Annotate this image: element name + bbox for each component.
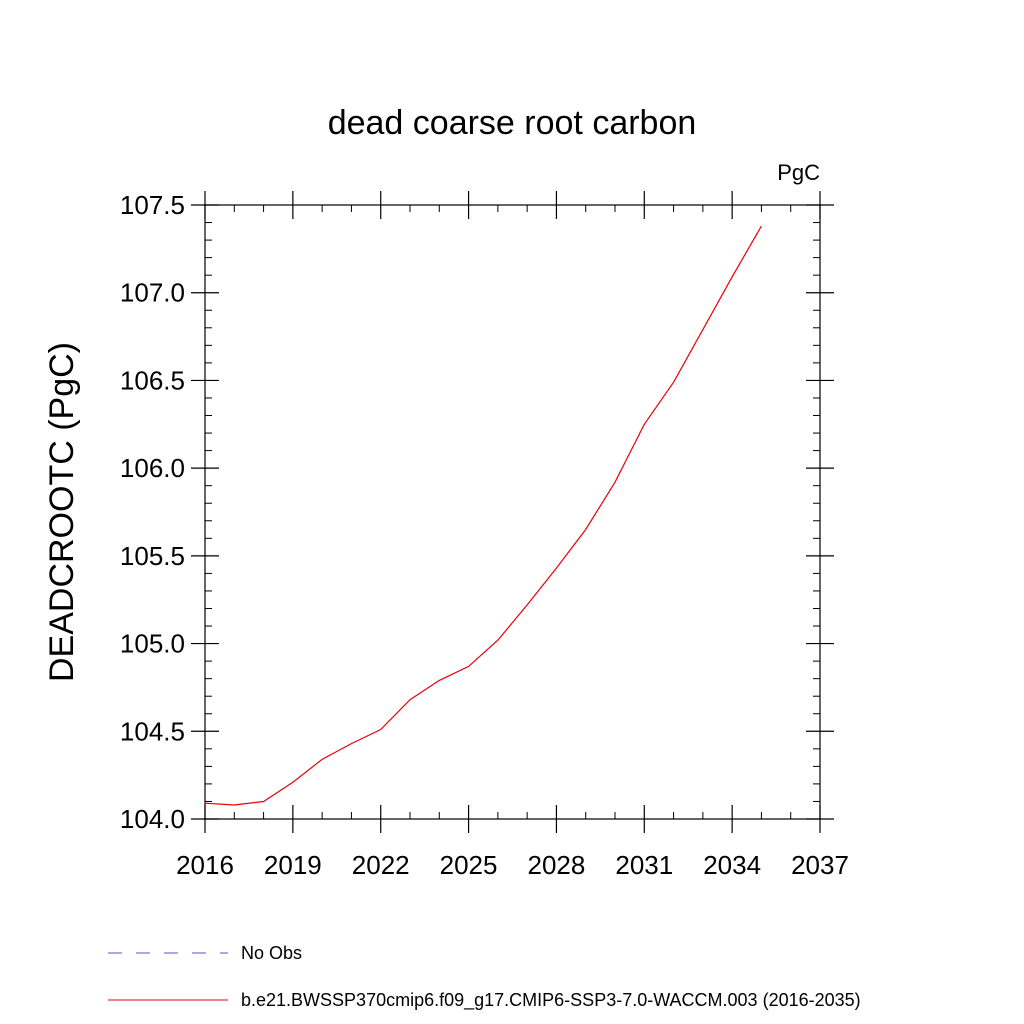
y-tick-label: 104.0 — [120, 804, 185, 834]
x-tick-labels: 2016 2019 2022 2025 2028 2031 2034 2037 — [176, 850, 849, 880]
units-label: PgC — [777, 160, 820, 185]
series-lines — [204, 225, 762, 806]
legend: No Obs b.e21.BWSSP370cmip6.f09_g17.CMIP6-… — [108, 943, 861, 1011]
y-tick-label: 107.5 — [120, 190, 185, 220]
chart-title: dead coarse root carbon — [328, 104, 697, 142]
x-tick-label: 2028 — [528, 850, 586, 880]
x-tick-label: 2037 — [791, 850, 849, 880]
y-tick-label: 106.0 — [120, 453, 185, 483]
series-line-1 — [204, 225, 762, 806]
x-tick-label: 2019 — [264, 850, 322, 880]
axis-ticks — [191, 191, 834, 833]
y-tick-label: 106.5 — [120, 365, 185, 395]
x-tick-label: 2031 — [615, 850, 673, 880]
plot-frame — [204, 204, 821, 820]
legend-label-1: b.e21.BWSSP370cmip6.f09_g17.CMIP6-SSP3-7… — [241, 990, 861, 1011]
y-tick-labels: 104.0 104.5 105.0 105.5 106.0 106.5 107.0 107.5 — [120, 190, 185, 834]
x-tick-label: 2022 — [352, 850, 410, 880]
y-tick-label: 107.0 — [120, 278, 185, 308]
x-tick-label: 2034 — [703, 850, 761, 880]
x-tick-label: 2016 — [176, 850, 234, 880]
x-tick-label: 2025 — [440, 850, 498, 880]
y-tick-label: 105.5 — [120, 541, 185, 571]
legend-label-0: No Obs — [241, 943, 302, 963]
y-axis-label: DEADCROOTC (PgC) — [43, 342, 81, 682]
y-tick-label: 104.5 — [120, 716, 185, 746]
y-tick-label: 105.0 — [120, 629, 185, 659]
